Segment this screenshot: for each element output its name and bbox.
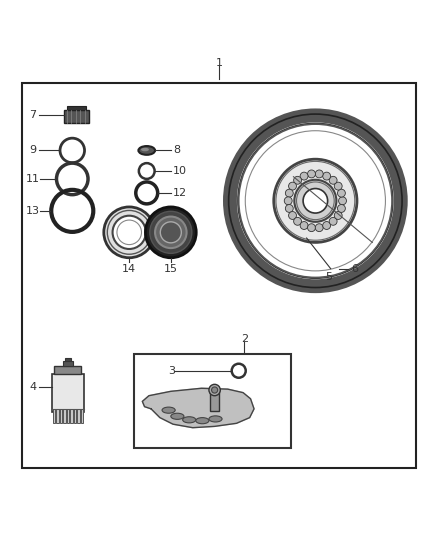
Circle shape: [117, 220, 141, 245]
Circle shape: [286, 189, 293, 197]
Text: 12: 12: [173, 188, 187, 198]
Circle shape: [289, 212, 297, 220]
Bar: [53, 409, 55, 423]
Text: 8: 8: [173, 146, 180, 156]
Bar: [63, 409, 66, 423]
Text: 1: 1: [215, 58, 223, 68]
Bar: [210, 390, 219, 411]
Circle shape: [329, 217, 337, 225]
Bar: [22, 83, 416, 468]
Text: 6: 6: [351, 264, 358, 273]
Text: 14: 14: [122, 264, 136, 274]
Circle shape: [284, 197, 292, 205]
Bar: [52, 374, 84, 412]
Circle shape: [329, 176, 337, 184]
Ellipse shape: [183, 417, 196, 423]
Circle shape: [145, 207, 196, 258]
Circle shape: [274, 159, 357, 243]
Polygon shape: [142, 388, 254, 427]
Text: 13: 13: [26, 206, 40, 216]
Circle shape: [303, 189, 328, 213]
Text: 5: 5: [325, 272, 332, 282]
Text: 2: 2: [241, 334, 248, 344]
Circle shape: [113, 216, 146, 249]
Circle shape: [240, 125, 391, 277]
Text: 9: 9: [29, 146, 36, 156]
Circle shape: [104, 207, 155, 258]
Circle shape: [315, 170, 323, 178]
Circle shape: [300, 172, 308, 180]
Text: 15: 15: [164, 264, 178, 274]
Ellipse shape: [141, 148, 149, 151]
Circle shape: [307, 170, 315, 178]
Circle shape: [289, 182, 297, 190]
Text: 10: 10: [173, 166, 187, 176]
Circle shape: [300, 222, 308, 229]
Ellipse shape: [171, 413, 184, 419]
Circle shape: [315, 224, 323, 232]
Bar: [56, 409, 59, 423]
Circle shape: [339, 197, 346, 205]
Bar: [134, 354, 291, 448]
Bar: [65, 358, 71, 361]
Circle shape: [337, 189, 345, 197]
Circle shape: [334, 182, 342, 190]
Ellipse shape: [196, 418, 209, 424]
Bar: [64, 110, 89, 123]
Ellipse shape: [138, 146, 155, 155]
Bar: [81, 409, 83, 423]
Circle shape: [307, 224, 315, 232]
Bar: [70, 409, 73, 423]
Bar: [54, 367, 81, 374]
Circle shape: [209, 384, 220, 395]
Circle shape: [334, 212, 342, 220]
Circle shape: [337, 205, 345, 212]
Circle shape: [155, 216, 187, 248]
Circle shape: [212, 387, 218, 393]
Bar: [67, 409, 69, 423]
Circle shape: [323, 172, 331, 180]
Circle shape: [286, 205, 293, 212]
Circle shape: [293, 176, 301, 184]
Bar: [63, 361, 73, 367]
Text: 11: 11: [26, 174, 40, 184]
Circle shape: [150, 211, 192, 253]
Ellipse shape: [209, 416, 222, 422]
Circle shape: [293, 217, 301, 225]
Bar: [60, 409, 62, 423]
Circle shape: [294, 180, 336, 222]
Bar: [67, 106, 86, 110]
Circle shape: [160, 222, 181, 243]
Ellipse shape: [162, 407, 175, 413]
Text: 7: 7: [29, 110, 36, 120]
Bar: [77, 409, 80, 423]
Text: 3: 3: [169, 366, 176, 376]
Text: 4: 4: [29, 382, 36, 392]
Bar: [74, 409, 76, 423]
Circle shape: [323, 222, 331, 229]
